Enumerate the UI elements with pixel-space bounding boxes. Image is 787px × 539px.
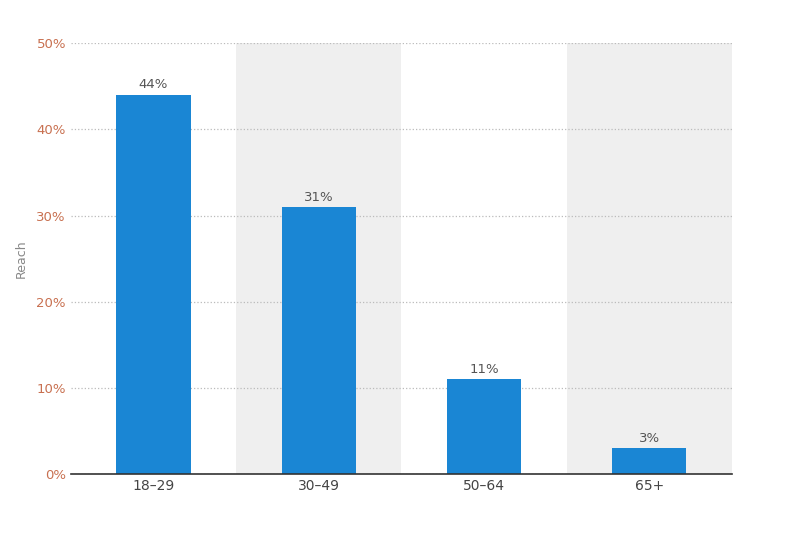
Bar <box>447 379 521 474</box>
Y-axis label: Reach: Reach <box>15 239 28 278</box>
Bar <box>236 43 401 474</box>
Bar <box>612 448 686 474</box>
Text: 31%: 31% <box>304 190 334 204</box>
Bar <box>282 207 356 474</box>
Text: 44%: 44% <box>139 78 168 92</box>
Text: 3%: 3% <box>639 432 660 445</box>
Bar <box>116 95 190 474</box>
Text: 11%: 11% <box>469 363 499 376</box>
Bar <box>567 43 732 474</box>
